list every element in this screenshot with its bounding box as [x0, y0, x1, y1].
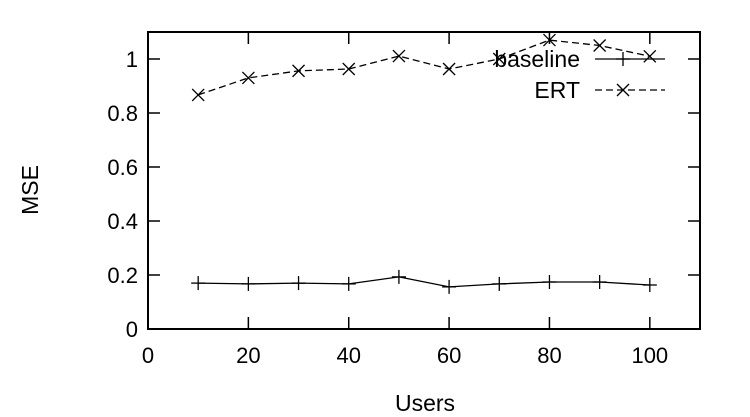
cross-marker-icon: [492, 52, 506, 66]
cross-marker-icon: [593, 39, 607, 52]
x-axis-label: Users: [395, 390, 455, 416]
y-tick-label: 0.2: [107, 263, 138, 288]
legend: baseline ERT: [494, 46, 665, 103]
cross-marker-icon: [241, 71, 255, 85]
legend-label: ERT: [534, 77, 580, 103]
y-axis-label: MSE: [17, 165, 43, 215]
cross-marker-icon: [342, 62, 356, 76]
series-ert: [191, 33, 657, 102]
axes: 0 0.2 0.4 0.6 0.8 1 0 20 40 60 80 100: [107, 31, 701, 368]
x-tick-label: 60: [437, 343, 461, 368]
cross-marker-icon: [292, 64, 306, 78]
plot-frame: [147, 31, 701, 330]
x-tick-label: 80: [537, 343, 561, 368]
y-tick-label: 0.6: [107, 155, 138, 180]
y-tick-label: 1: [126, 47, 138, 72]
x-tick-label: 0: [142, 343, 154, 368]
plot-lines: [191, 33, 657, 294]
series-baseline: [191, 269, 657, 294]
y-tick-label: 0.4: [107, 209, 138, 234]
y-tick-label: 0: [126, 317, 138, 342]
cross-marker-icon: [392, 49, 406, 63]
x-tick-label: 20: [236, 343, 260, 368]
x-tick-label: 40: [336, 343, 360, 368]
x-tick-label: 100: [631, 343, 668, 368]
cross-marker-icon: [643, 49, 657, 63]
legend-cross-marker-icon: [616, 83, 630, 97]
y-tick-label: 0.8: [107, 101, 138, 126]
cross-marker-icon: [191, 88, 205, 102]
legend-label: baseline: [494, 46, 580, 72]
cross-marker-icon: [442, 62, 456, 76]
